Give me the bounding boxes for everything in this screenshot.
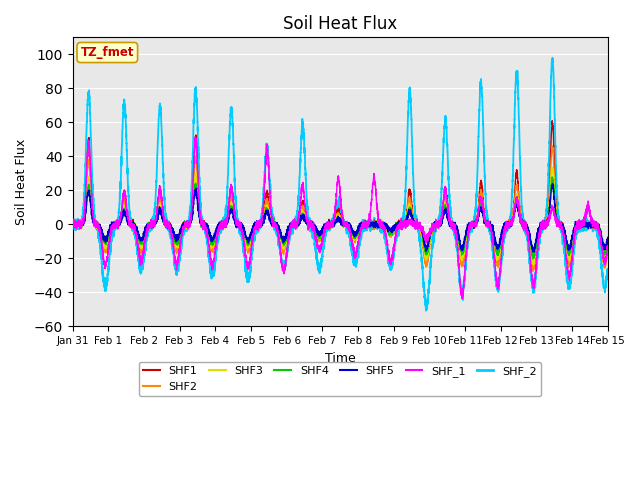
SHF5 xyxy=(68,221,76,227)
SHF1 xyxy=(417,224,424,230)
SHF3 xyxy=(166,222,173,228)
SHF5 xyxy=(531,249,538,255)
SHF1 xyxy=(68,219,76,225)
Line: SHF2: SHF2 xyxy=(72,145,607,271)
Line: SHF_1: SHF_1 xyxy=(72,137,607,299)
SHF_1 xyxy=(458,296,466,301)
SHF2 xyxy=(417,225,424,231)
SHF5 xyxy=(509,220,516,226)
SHF4 xyxy=(273,221,281,227)
SHF_2 xyxy=(548,55,556,60)
SHF5 xyxy=(548,181,556,187)
SHF_2 xyxy=(468,224,476,229)
SHF3 xyxy=(390,224,397,230)
SHF3 xyxy=(468,223,476,229)
SHF_1 xyxy=(509,216,516,222)
SHF_2 xyxy=(604,269,611,275)
SHF2 xyxy=(529,268,537,274)
SHF1 xyxy=(548,118,556,124)
SHF2 xyxy=(509,216,516,221)
SHF_1 xyxy=(468,224,476,230)
SHF3 xyxy=(417,227,424,233)
SHF4 xyxy=(604,238,611,244)
SHF2 xyxy=(273,225,281,230)
SHF_2 xyxy=(417,243,424,249)
SHF4 xyxy=(548,174,556,180)
SHF3 xyxy=(604,241,611,247)
SHF1 xyxy=(529,262,537,268)
SHF_2 xyxy=(166,232,173,238)
X-axis label: Time: Time xyxy=(324,352,355,365)
SHF_2 xyxy=(390,256,397,262)
Line: SHF1: SHF1 xyxy=(72,121,607,265)
SHF1 xyxy=(604,239,611,244)
SHF_2 xyxy=(509,178,516,183)
SHF_1 xyxy=(166,222,173,228)
SHF1 xyxy=(390,228,397,234)
SHF1 xyxy=(273,221,281,227)
Text: TZ_fmet: TZ_fmet xyxy=(81,46,134,59)
SHF2 xyxy=(68,222,76,228)
SHF_2 xyxy=(422,308,430,313)
Line: SHF4: SHF4 xyxy=(72,177,607,259)
SHF2 xyxy=(166,224,173,230)
SHF4 xyxy=(529,256,536,262)
SHF3 xyxy=(509,217,516,223)
SHF5 xyxy=(390,223,397,228)
SHF4 xyxy=(166,223,173,229)
SHF_1 xyxy=(604,244,611,250)
Line: SHF5: SHF5 xyxy=(72,184,607,252)
SHF5 xyxy=(468,223,476,229)
SHF2 xyxy=(468,222,476,228)
SHF_2 xyxy=(68,217,76,223)
SHF3 xyxy=(548,165,556,171)
SHF5 xyxy=(604,234,611,240)
SHF4 xyxy=(390,227,397,233)
Line: SHF_2: SHF_2 xyxy=(72,58,607,311)
Title: Soil Heat Flux: Soil Heat Flux xyxy=(283,15,397,33)
SHF3 xyxy=(530,262,538,268)
SHF4 xyxy=(417,223,424,228)
SHF2 xyxy=(548,143,556,148)
SHF_1 xyxy=(417,228,424,233)
SHF1 xyxy=(468,221,476,227)
SHF1 xyxy=(509,216,516,222)
SHF5 xyxy=(273,224,281,229)
SHF3 xyxy=(68,219,76,225)
SHF4 xyxy=(468,222,476,228)
SHF2 xyxy=(604,247,611,253)
SHF4 xyxy=(68,221,76,227)
SHF_2 xyxy=(273,233,281,239)
SHF1 xyxy=(166,220,173,226)
Y-axis label: Soil Heat Flux: Soil Heat Flux xyxy=(15,139,28,225)
SHF_1 xyxy=(390,248,397,253)
Line: SHF3: SHF3 xyxy=(72,168,607,265)
SHF5 xyxy=(417,224,424,230)
SHF2 xyxy=(390,230,397,236)
SHF_1 xyxy=(68,222,76,228)
SHF5 xyxy=(166,222,173,228)
SHF4 xyxy=(509,218,516,224)
SHF_1 xyxy=(273,224,281,229)
SHF3 xyxy=(273,225,281,230)
Legend: SHF1, SHF2, SHF3, SHF4, SHF5, SHF_1, SHF_2: SHF1, SHF2, SHF3, SHF4, SHF5, SHF_1, SHF… xyxy=(139,361,541,396)
SHF_1 xyxy=(191,134,199,140)
